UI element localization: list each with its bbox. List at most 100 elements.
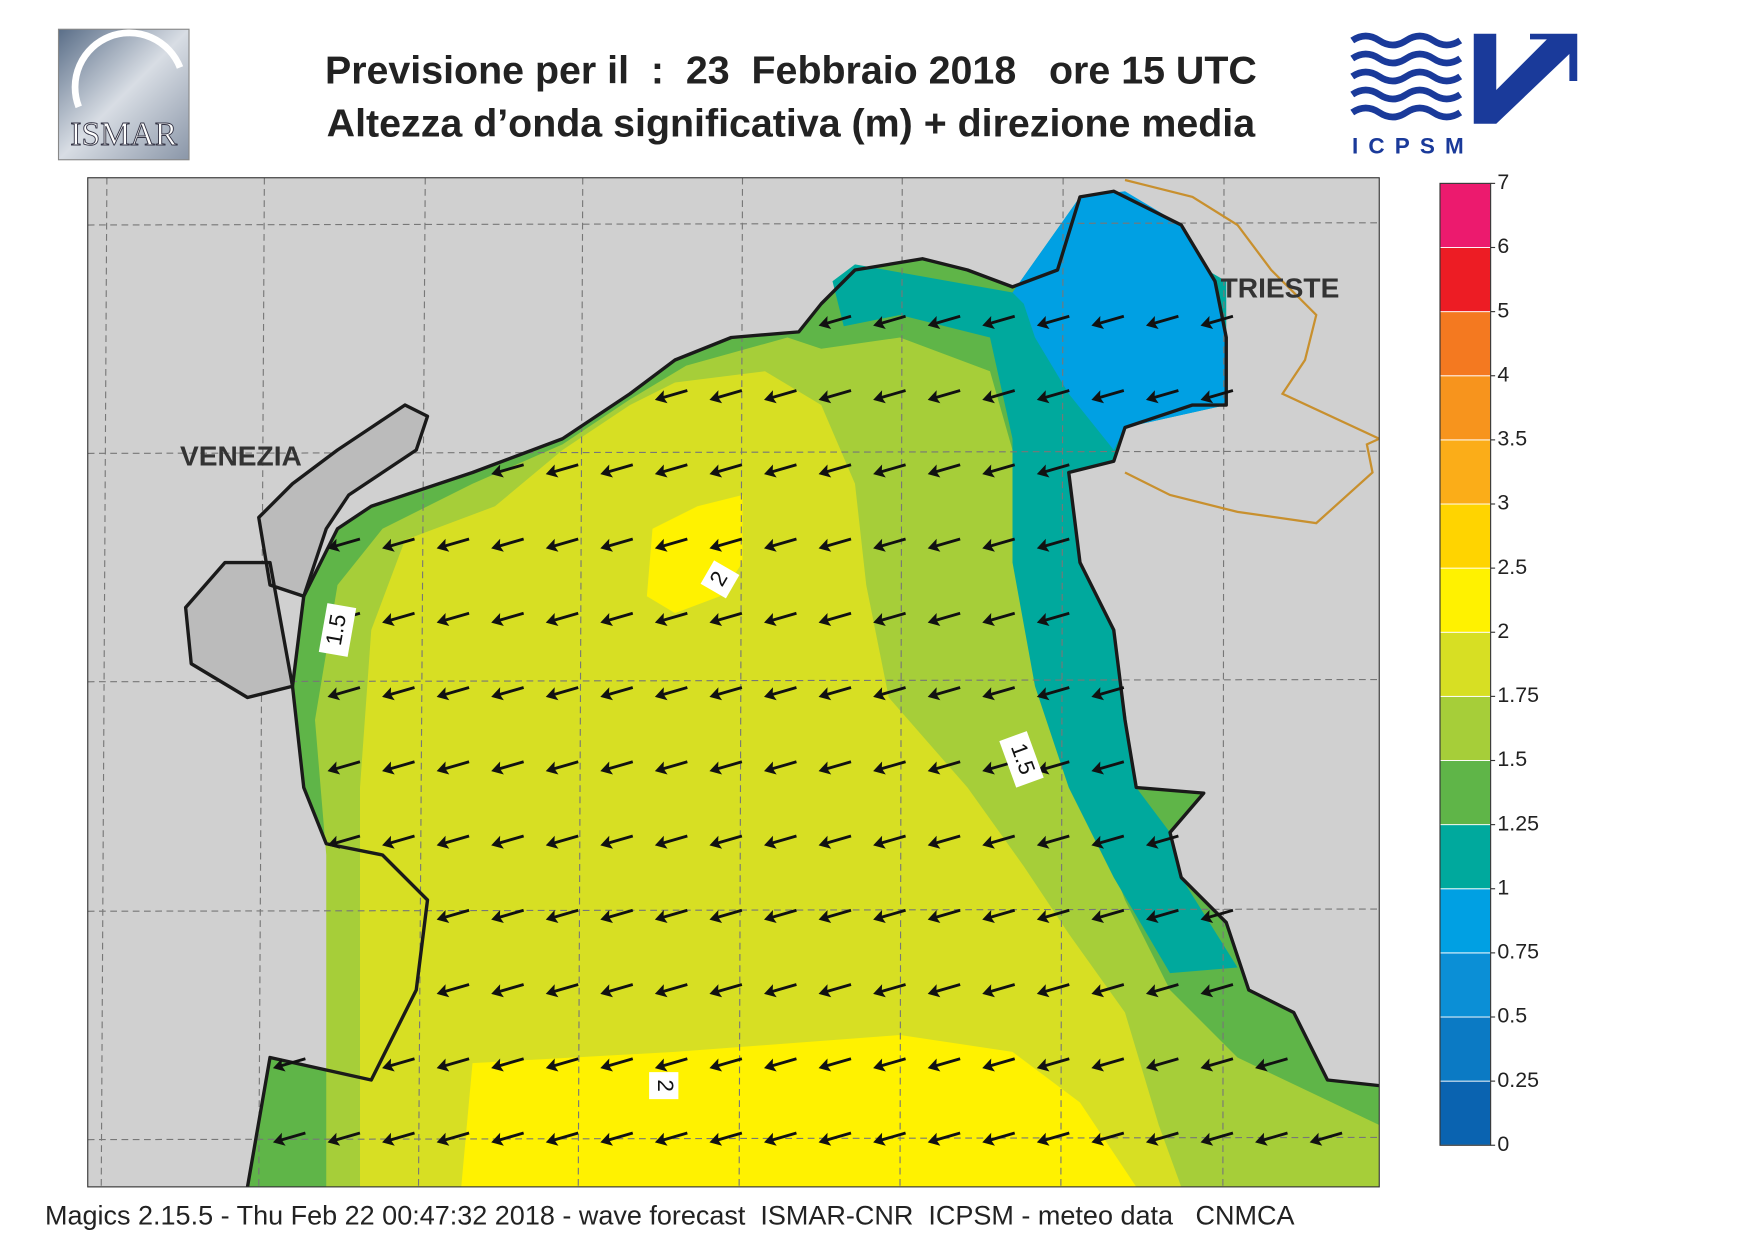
contour-label: 2 <box>653 1079 678 1092</box>
arrow-shaft <box>1040 834 1070 846</box>
arrow-shaft <box>931 463 961 475</box>
arrow-head <box>982 315 995 329</box>
wave-arrow <box>764 389 797 404</box>
arrow-shaft <box>822 389 852 400</box>
arrow-head <box>982 909 995 923</box>
arrow-shaft <box>549 537 579 549</box>
arrow-shaft <box>1040 1131 1070 1143</box>
wave-arrow <box>1145 389 1179 404</box>
colorbar-band <box>1439 952 1492 1018</box>
wave-arrow <box>491 983 525 998</box>
wave-arrow <box>327 537 361 552</box>
arrow-head <box>873 1132 886 1146</box>
arrow-head <box>654 390 668 404</box>
arrow-head <box>1036 909 1050 923</box>
arrow-head <box>272 1058 286 1072</box>
arrow-head <box>436 984 450 998</box>
map: VENEZIA TRIESTE 2 1.5 1.5 2 <box>87 177 1380 1187</box>
arrow-shaft <box>1149 1057 1179 1069</box>
arrow-head <box>491 761 504 775</box>
wave-arrow <box>764 537 797 552</box>
arrow-head <box>818 612 832 626</box>
wave-arrow <box>1145 1057 1179 1072</box>
wave-arrow <box>1091 983 1125 998</box>
wave-arrow <box>491 537 525 552</box>
arrow-head <box>1091 984 1105 998</box>
arrow-shaft <box>767 537 797 549</box>
wave-arrow <box>491 1131 525 1146</box>
wave-arrow <box>1200 908 1234 923</box>
arrow-head <box>709 612 723 626</box>
wave-arrow <box>982 611 1016 626</box>
arrow-head <box>764 835 777 849</box>
arrow-head <box>927 315 941 329</box>
arrow-head <box>1200 909 1214 923</box>
arrow-shaft <box>931 760 961 772</box>
arrow-head <box>818 464 832 478</box>
arrow-shaft <box>1149 389 1179 400</box>
wave-arrow <box>654 537 688 552</box>
wave-arrow <box>600 686 634 701</box>
arrow-shaft <box>604 908 634 920</box>
arrow-head <box>1036 315 1050 329</box>
wave-arrow <box>1036 314 1070 329</box>
colorbar-band <box>1439 695 1492 761</box>
arrow-head <box>600 835 613 849</box>
arrow-head <box>491 909 504 923</box>
colorbar-band <box>1439 760 1492 826</box>
arrow-head <box>654 1132 668 1146</box>
arrow-head <box>982 464 995 478</box>
arrow-shaft <box>495 537 525 549</box>
colorbar-band <box>1439 1080 1492 1146</box>
wave-arrow <box>927 389 961 404</box>
wave-arrow <box>600 463 634 478</box>
arrow-shaft <box>386 1057 415 1069</box>
wave-arrow <box>382 1057 415 1072</box>
wave-arrow <box>873 760 906 775</box>
arrow-head <box>272 1132 286 1146</box>
arrow-head <box>873 612 886 626</box>
arrow-head <box>764 761 777 775</box>
arrow-head <box>1091 390 1105 404</box>
arrow-shaft <box>767 463 797 475</box>
colorbar-tick-label: 2.5 <box>1497 555 1527 579</box>
arrow-shaft <box>1095 389 1125 400</box>
arrow-shaft <box>767 389 797 400</box>
arrow-shaft <box>767 611 797 623</box>
arrow-head <box>545 687 559 701</box>
wave-arrow <box>764 686 797 701</box>
arrow-shaft <box>767 983 797 994</box>
wave-arrow <box>272 1057 306 1072</box>
arrow-shaft <box>658 760 688 772</box>
arrow-shaft <box>877 389 906 400</box>
arrow-shaft <box>549 983 579 994</box>
wave-arrow <box>1145 908 1179 923</box>
arrow-head <box>436 538 450 552</box>
arrow-head <box>927 464 941 478</box>
arrow-shaft <box>877 686 906 697</box>
arrow-head <box>600 1132 613 1146</box>
wave-arrow <box>545 983 579 998</box>
border <box>1124 178 1380 525</box>
arrow-head <box>1091 909 1105 923</box>
wave-arrow <box>927 611 961 626</box>
arrow-head <box>436 909 450 923</box>
arrow-head <box>1200 984 1214 998</box>
wave-arrow <box>818 1057 852 1072</box>
arrow-head <box>873 909 886 923</box>
wave-arrow <box>654 686 688 701</box>
arrow-head <box>545 835 559 849</box>
wave-arrow <box>491 908 525 923</box>
wave-arrow <box>1255 1057 1288 1072</box>
wave-arrow <box>927 908 961 923</box>
arrow-shaft <box>604 760 634 772</box>
wave-arrow <box>982 834 1016 849</box>
arrow-head <box>764 984 777 998</box>
wave-arrow <box>1145 983 1179 998</box>
wave-arrow <box>873 834 906 849</box>
wave-arrow <box>1036 537 1070 552</box>
arrow-head <box>1091 315 1105 329</box>
wave-arrow <box>654 834 688 849</box>
arrow-shaft <box>658 1057 688 1069</box>
arrow-head <box>654 984 668 998</box>
